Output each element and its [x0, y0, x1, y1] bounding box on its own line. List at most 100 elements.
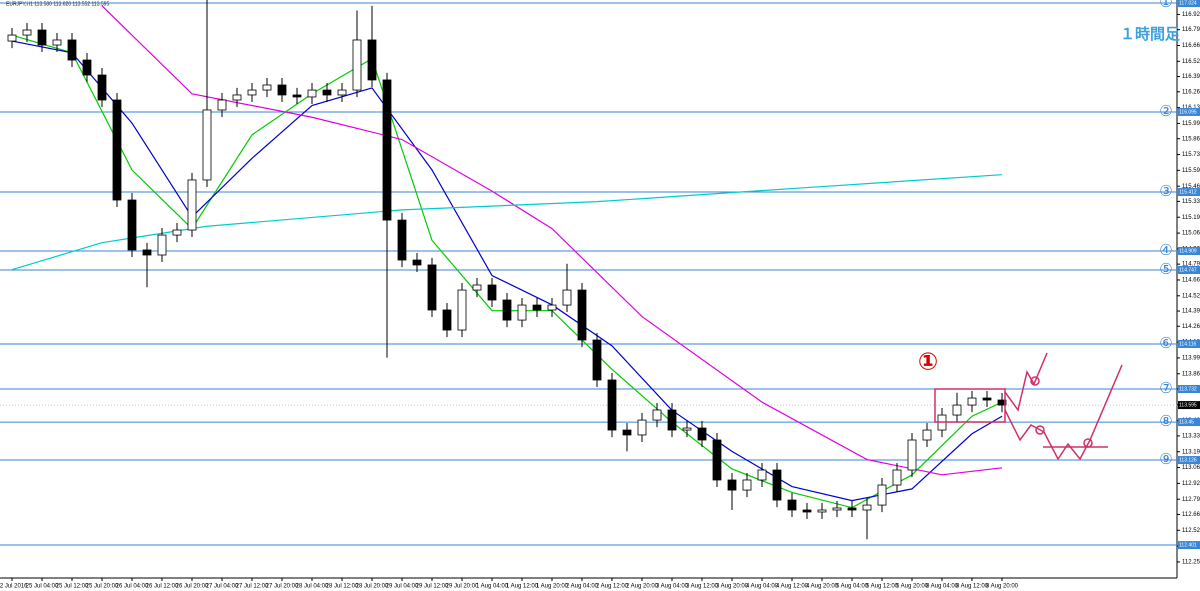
x-tick-label: 28 Jul 20:00 [356, 584, 389, 590]
x-tick-label: 8 Aug 20:00 [986, 584, 1019, 590]
level-price-box [1178, 541, 1200, 550]
candle-body [862, 504, 872, 511]
candle-body [682, 427, 692, 431]
y-tick-label: 116.662 [1182, 43, 1200, 49]
x-tick-label: 2 Aug 04:00 [566, 584, 599, 590]
y-tick-label: 115.997 [1182, 121, 1200, 127]
x-tick-label: 26 Jul 04:00 [116, 584, 149, 590]
y-tick-label: 113.062 [1182, 465, 1200, 471]
x-tick-label: 4 Aug 04:00 [746, 584, 779, 590]
candle-body [172, 229, 182, 236]
candle-body [997, 399, 1007, 406]
x-tick-label: 27 Jul 04:00 [206, 584, 239, 590]
x-tick-label: 3 Aug 04:00 [656, 584, 689, 590]
candle-body [907, 439, 917, 471]
y-tick-label: 116.527 [1182, 59, 1200, 65]
candle-body [262, 84, 272, 91]
candle-body [757, 469, 767, 481]
y-tick-label: 115.062 [1182, 231, 1200, 237]
candle-body [52, 39, 62, 46]
candle-body [652, 409, 662, 421]
y-tick-label: 112.527 [1182, 528, 1200, 534]
candle-body [502, 299, 512, 321]
level-label: ⑤ [1159, 261, 1172, 278]
x-tick-label: 26 Jul 12:00 [146, 584, 179, 590]
candle-body [772, 469, 782, 501]
x-tick-label: 25 Jul 20:00 [86, 584, 119, 590]
level-price: 113.126 [1179, 457, 1197, 463]
candle-body [82, 59, 92, 76]
candle-body [307, 89, 317, 98]
candle-body [712, 439, 722, 481]
candle-body [742, 479, 752, 491]
candle-body [892, 469, 902, 486]
moving-average [11, 174, 1003, 271]
y-tick-label: 115.732 [1182, 152, 1200, 158]
level-price: 112.401 [1179, 542, 1197, 548]
candle-body [607, 379, 617, 431]
level-price-box [1178, 266, 1200, 275]
y-tick-label: 112.927 [1182, 481, 1200, 487]
x-tick-label: 1 Aug 04:00 [476, 584, 509, 590]
candle-body [352, 39, 362, 91]
level-label: ⑨ [1159, 451, 1172, 468]
level-label: ③ [1159, 183, 1172, 200]
scenario-circle [1035, 425, 1045, 435]
candle-body [247, 89, 257, 96]
x-tick-label: 25 Jul 12:00 [56, 584, 89, 590]
scenario-drawings [1004, 352, 1123, 461]
candle-body [112, 99, 122, 201]
x-tick-label: 25 Jul 04:00 [26, 584, 59, 590]
candle-body [487, 284, 497, 301]
level-price: 113.732 [1179, 386, 1197, 392]
y-tick-label: 115.597 [1182, 168, 1200, 174]
candle-body [727, 479, 737, 491]
candle-body [157, 234, 167, 256]
candle-body [832, 507, 842, 511]
y-tick-label: 113.332 [1182, 433, 1200, 439]
candle-body [517, 304, 527, 321]
candle-body [142, 249, 152, 256]
candle-body [967, 397, 977, 406]
current-price-label: 113.595 [1179, 402, 1197, 408]
candle-body [547, 304, 557, 311]
x-tick-label: 29 Jul 04:00 [386, 584, 419, 590]
level-price: 115.412 [1179, 189, 1197, 195]
candle-body [442, 309, 452, 331]
candle-body [277, 84, 287, 96]
candle-body [637, 419, 647, 436]
y-tick-label: 115.332 [1182, 199, 1200, 205]
candle-body [592, 339, 602, 381]
candle-body [37, 29, 47, 46]
level-label: ② [1159, 103, 1172, 120]
x-tick-label: 28 Jul 12:00 [326, 584, 359, 590]
level-label: ① [1159, 0, 1172, 11]
y-tick-label: 113.197 [1182, 449, 1200, 455]
y-tick-label: 116.397 [1182, 74, 1200, 80]
candle-body [337, 89, 347, 96]
candle-body [982, 397, 992, 401]
y-tick-label: 114.662 [1182, 278, 1200, 284]
level-price-box [1178, 188, 1200, 197]
x-tick-label: 3 Aug 12:00 [686, 584, 719, 590]
candle-body [97, 74, 107, 101]
moving-average [11, 40, 1003, 502]
moving-average [101, 5, 1003, 476]
y-tick-label: 114.397 [1182, 309, 1200, 315]
candle-body [787, 499, 797, 511]
y-tick-label: 115.462 [1182, 184, 1200, 190]
y-tick-label: 112.792 [1182, 497, 1200, 503]
level-price-box [1178, 385, 1200, 394]
candle-body [817, 509, 827, 513]
candle-body [22, 29, 32, 36]
timeframe-label: １時間足 [1120, 25, 1181, 43]
candle-body [577, 289, 587, 341]
x-tick-label: 22 Jul 2016 [0, 584, 28, 590]
current-price-box [1178, 401, 1200, 410]
level-label: ⑧ [1159, 413, 1172, 430]
y-tick-label: 116.927 [1182, 12, 1200, 18]
y-tick-label: 115.197 [1182, 215, 1200, 221]
